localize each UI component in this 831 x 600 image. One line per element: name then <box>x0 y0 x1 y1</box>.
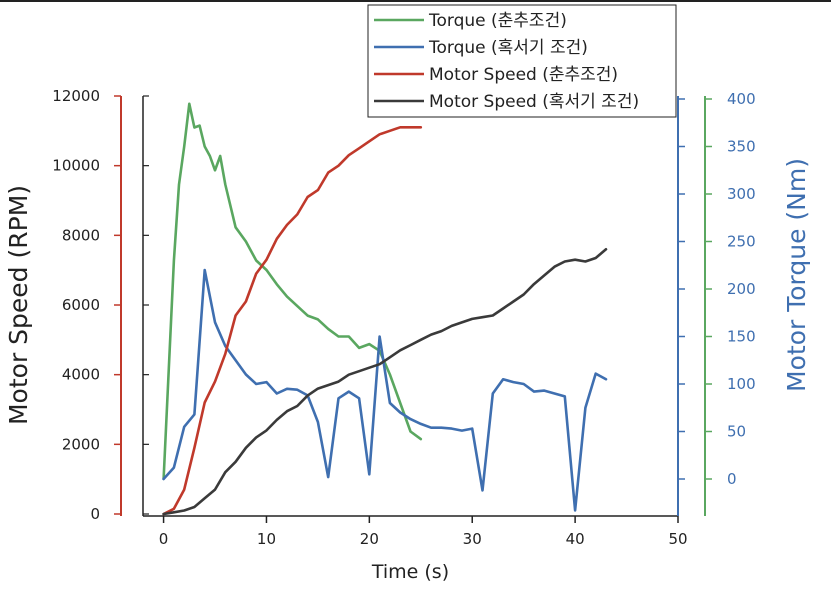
x-tick-label: 20 <box>360 530 379 548</box>
torque-tick-label: 200 <box>727 280 756 298</box>
series-line-4 <box>162 248 608 516</box>
legend-box <box>367 4 677 118</box>
x-tick-label: 0 <box>159 530 169 548</box>
torque-axis-title: Motor Torque (Nm) <box>782 158 811 392</box>
speed-tick-label: 12000 <box>52 87 100 105</box>
x-tick-label: 30 <box>463 530 482 548</box>
torque-tick-label: 400 <box>727 90 756 108</box>
x-tick-label: 10 <box>257 530 276 548</box>
torque-tick-label: 50 <box>727 423 746 441</box>
speed-tick-label: 2000 <box>62 435 100 453</box>
legend-label: Torque (춘추조건) <box>428 11 567 31</box>
series-lines-layer <box>162 102 608 516</box>
legend: Torque (춘추조건) Torque (혹서기 조건) Motor Speed … <box>367 4 677 118</box>
torque-tick-label: 100 <box>727 375 756 393</box>
torque-tick-label: 350 <box>727 138 756 156</box>
speed-tick-label: 8000 <box>62 226 100 244</box>
legend-label: Motor Speed (춘추조건) <box>429 65 618 85</box>
series-line-2 <box>162 268 608 512</box>
series-line-1 <box>162 102 423 481</box>
x-tick-label: 50 <box>668 530 687 548</box>
legend-label: Torque (혹서기 조건) <box>428 38 588 58</box>
top-border <box>0 0 831 2</box>
torque-tick-label: 150 <box>727 328 756 346</box>
speed-tick-label: 0 <box>90 505 100 523</box>
speed-tick-label: 6000 <box>62 296 100 314</box>
torque-tick-label: 250 <box>727 233 756 251</box>
x-tick-label: 40 <box>566 530 585 548</box>
torque-tick-label: 300 <box>727 185 756 203</box>
speed-tick-label: 4000 <box>62 366 100 384</box>
speed-axis-title: Motor Speed (RPM) <box>4 185 33 425</box>
series-line-3 <box>162 126 423 516</box>
legend-label: Motor Speed (혹서기 조건) <box>429 92 639 112</box>
x-axis-title: Time (s) <box>371 561 449 583</box>
speed-tick-label: 10000 <box>52 157 100 175</box>
torque-tick-label: 0 <box>727 470 737 488</box>
